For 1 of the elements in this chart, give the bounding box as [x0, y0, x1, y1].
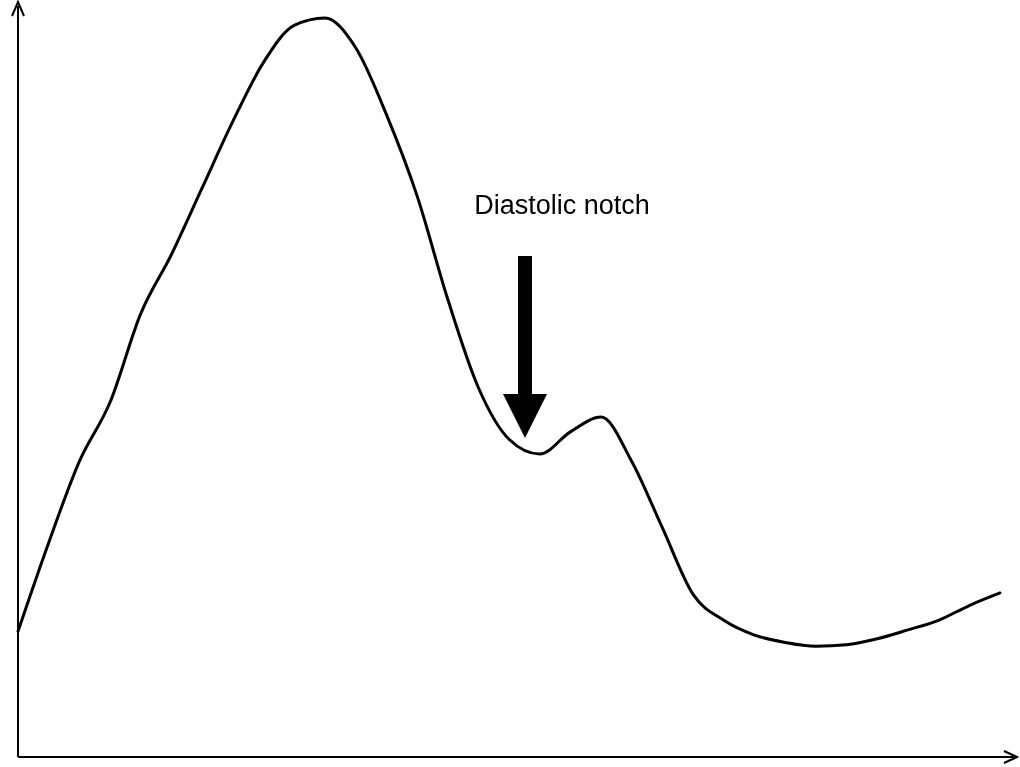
annotation: Diastolic notch — [474, 190, 650, 220]
